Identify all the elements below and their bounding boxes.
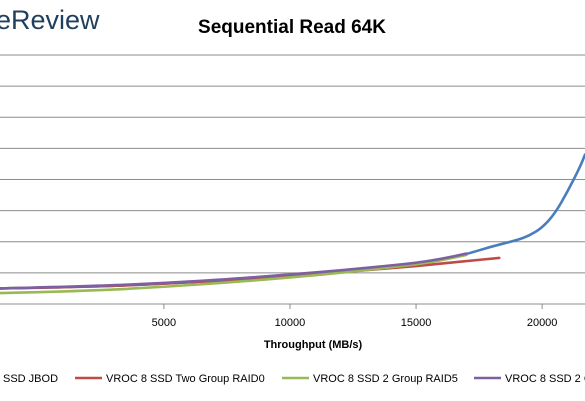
legend-label-3: VROC 8 SSD 2 G	[505, 373, 585, 385]
legend-label-0: SSD JBOD	[3, 373, 58, 385]
x-tick-label: 15000	[401, 317, 432, 329]
x-tick-label: 10000	[275, 317, 306, 329]
legend-label-2: VROC 8 SSD 2 Group RAID5	[313, 373, 458, 385]
series-lines	[0, 153, 585, 295]
chart-title: Sequential Read 64K	[198, 17, 386, 38]
x-axis: 5000 10000 15000 20000	[0, 303, 585, 329]
watermark-logo: eReview	[0, 5, 100, 35]
x-tick-label: 5000	[152, 317, 176, 329]
gridlines	[0, 54, 585, 274]
series-line-3	[0, 252, 468, 290]
legend-label-1: VROC 8 SSD Two Group RAID0	[106, 373, 265, 385]
series-line-2	[0, 253, 468, 295]
series-line-0	[0, 153, 585, 290]
x-axis-label: Throughput (MB/s)	[264, 339, 363, 351]
x-tick-label: 20000	[527, 317, 558, 329]
legend: SSD JBOD VROC 8 SSD Two Group RAID0 VROC 8…	[3, 373, 585, 385]
